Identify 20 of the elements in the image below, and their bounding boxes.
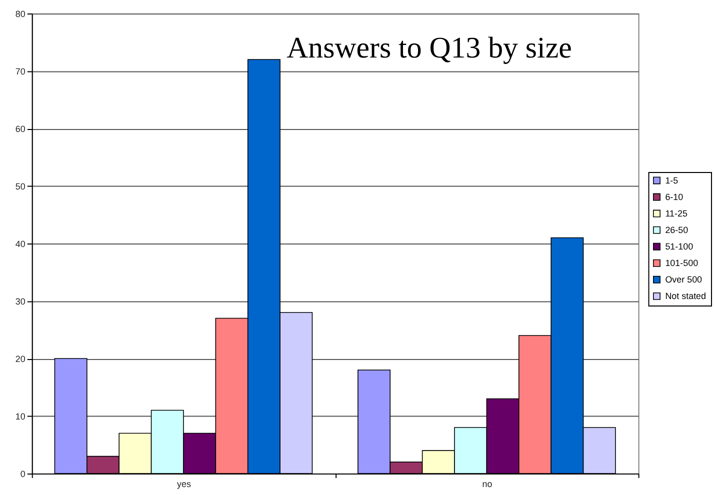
legend-label: 101-500: [665, 258, 698, 268]
text: Answers to Q13 by size: [286, 31, 572, 64]
y-tick-label: 20: [15, 354, 26, 364]
legend-label: 1-5: [665, 175, 678, 186]
legend-label: 26-50: [665, 225, 688, 236]
y-tick-label: 40: [15, 238, 26, 249]
x-tick-label: no: [482, 478, 492, 489]
x-tick-label: yes: [177, 478, 192, 489]
y-tick-label: 60: [15, 124, 26, 134]
legend-label: Not stated: [665, 291, 706, 302]
legend-label: 11-25: [665, 208, 688, 219]
legend-label: Over 500: [665, 274, 702, 285]
y-tick-label: 30: [15, 296, 26, 307]
y-tick-label: 0: [20, 469, 26, 480]
y-tick-label: 50: [15, 181, 26, 192]
legend-label: 51-100: [665, 242, 694, 252]
y-tick-label: 70: [15, 66, 26, 76]
y-tick-label: 10: [15, 412, 26, 422]
legend-label: 6-10: [665, 192, 684, 202]
y-tick-label: 80: [15, 8, 26, 19]
